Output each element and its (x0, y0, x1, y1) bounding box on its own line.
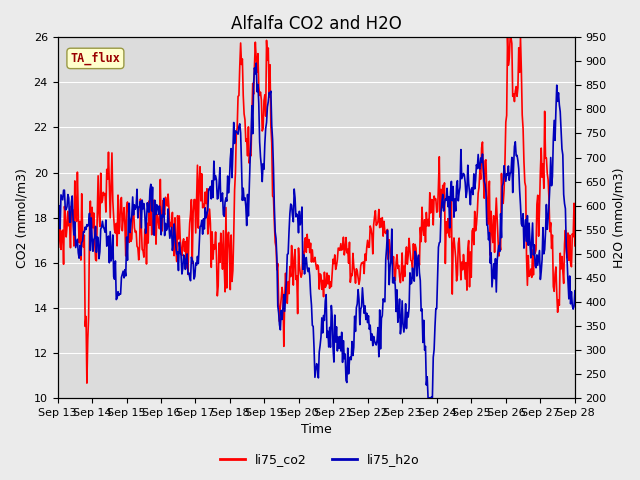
li75_co2 (146, 222, 154, 228)
li75_h2o (400, 329, 408, 335)
X-axis label: Time: Time (301, 423, 332, 436)
li75_co2 (83, 380, 91, 386)
li75_co2 (400, 263, 408, 269)
li75_co2 (504, 35, 511, 40)
li75_h2o (289, 212, 296, 218)
li75_h2o (145, 209, 153, 215)
li75_h2o (571, 288, 579, 294)
li75_h2o (360, 298, 367, 303)
Line: li75_h2o: li75_h2o (58, 63, 575, 398)
li75_co2 (360, 259, 367, 265)
li75_h2o (187, 278, 195, 284)
Legend: li75_co2, li75_h2o: li75_co2, li75_h2o (215, 448, 425, 471)
li75_co2 (188, 197, 195, 203)
Title: Alfalfa CO2 and H2O: Alfalfa CO2 and H2O (231, 15, 401, 33)
li75_h2o (54, 184, 61, 190)
li75_co2 (444, 216, 452, 222)
li75_h2o (252, 60, 260, 66)
li75_h2o (445, 194, 452, 200)
Line: li75_co2: li75_co2 (58, 37, 575, 383)
li75_co2 (571, 243, 579, 249)
li75_co2 (289, 259, 296, 264)
li75_co2 (54, 203, 61, 209)
Text: TA_flux: TA_flux (70, 52, 120, 65)
Y-axis label: H2O (mmol/m3): H2O (mmol/m3) (612, 168, 625, 268)
li75_h2o (424, 395, 432, 401)
Y-axis label: CO2 (mmol/m3): CO2 (mmol/m3) (15, 168, 28, 267)
